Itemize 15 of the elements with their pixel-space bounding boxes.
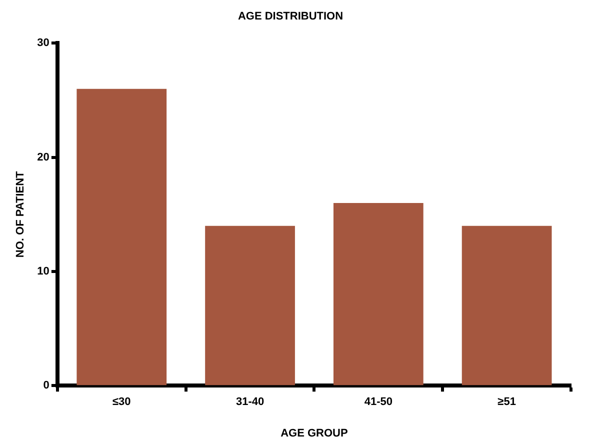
bar [76, 88, 167, 386]
x-tick-label: 31-40 [236, 396, 264, 408]
y-axis-title: NO. OF PATIENT [14, 170, 27, 258]
bar [333, 202, 424, 386]
bar [205, 226, 295, 386]
y-tick-label: 20 [37, 151, 50, 164]
x-tick-label: ≥51 [498, 396, 516, 408]
bar [462, 226, 552, 386]
x-tick-label: ≤30 [112, 396, 131, 408]
y-tick-label: 0 [43, 380, 50, 392]
x-axis-title: AGE GROUP [280, 427, 348, 440]
x-tick-label: 41-50 [364, 396, 392, 408]
y-tick-label: 30 [37, 37, 50, 50]
chart-title: AGE DISTRIBUTION [238, 10, 344, 23]
y-tick-label: 10 [37, 266, 50, 278]
